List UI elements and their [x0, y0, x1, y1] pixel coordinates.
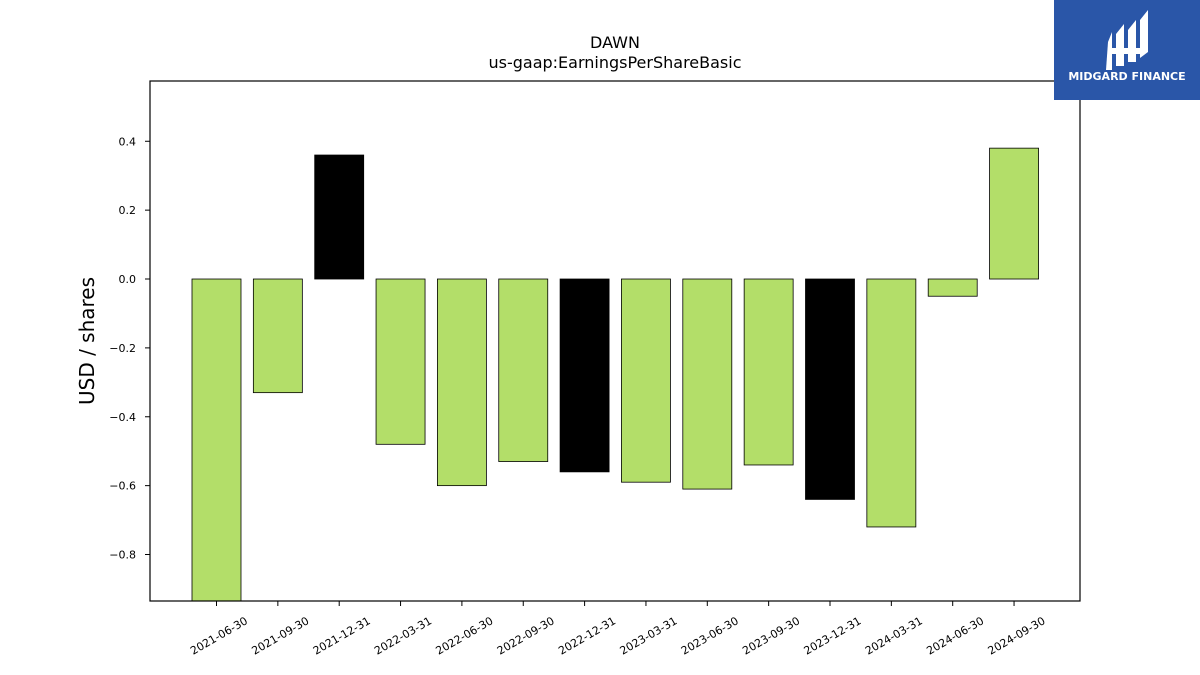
y-tick-label: 0.0 [119, 273, 137, 286]
y-tick-label: −0.4 [109, 411, 136, 424]
y-axis-label: USD / shares [75, 277, 99, 405]
bar-2021-12-31 [314, 154, 365, 280]
chart-title: DAWN [590, 33, 640, 52]
bars-group [191, 147, 1039, 602]
x-tick-label: 2022-03-31 [372, 614, 434, 657]
y-tick-label: 0.4 [119, 135, 137, 148]
y-tick-label: −0.2 [109, 342, 136, 355]
bar-2021-06-30 [191, 278, 242, 602]
bar-2023-06-30 [682, 278, 733, 490]
bar-2023-12-31 [805, 278, 855, 500]
bar-2024-06-30 [927, 278, 978, 297]
bar-2023-03-31 [621, 278, 671, 483]
x-tick-label: 2024-06-30 [924, 614, 986, 657]
y-tick-label: 0.2 [119, 204, 137, 217]
chart-subtitle: us-gaap:EarningsPerShareBasic [488, 53, 741, 72]
x-tick-label: 2024-03-31 [863, 614, 925, 657]
logo: MIDGARD FINANCE [1054, 0, 1200, 100]
x-ticks-group: 2021-06-30 2021-09-30 2021-12-31 2022-03-31… [188, 601, 1048, 658]
bar-2022-06-30 [436, 278, 487, 487]
bar-2021-09-30 [252, 278, 303, 394]
bar-2023-09-30 [743, 278, 794, 466]
x-tick-label: 2022-06-30 [434, 614, 496, 657]
x-tick-label: 2022-12-31 [556, 614, 618, 657]
bar-2024-03-31 [866, 278, 917, 528]
logo-mark-icon [1106, 10, 1148, 70]
y-tick-label: −0.8 [109, 549, 136, 562]
bar-2022-09-30 [498, 278, 549, 462]
x-tick-label: 2023-06-30 [679, 614, 741, 657]
x-tick-label: 2022-09-30 [495, 614, 557, 657]
y-ticks-group: −0.8 −0.6 −0.4 −0.2 0.0 0.2 0.4 [109, 135, 150, 562]
x-tick-label: 2023-09-30 [740, 614, 802, 657]
x-tick-label: 2021-12-31 [311, 614, 373, 657]
y-tick-label: −0.6 [109, 480, 136, 493]
bar-2022-03-31 [375, 278, 426, 445]
bar-2024-09-30 [989, 147, 1039, 280]
plot-frame [149, 80, 1081, 602]
logo-text: MIDGARD FINANCE [1068, 70, 1185, 83]
x-tick-label: 2023-03-31 [618, 614, 680, 657]
x-tick-label: 2021-06-30 [188, 614, 250, 657]
x-tick-label: 2024-09-30 [986, 614, 1048, 657]
x-tick-label: 2021-09-30 [249, 614, 311, 657]
x-tick-label: 2023-12-31 [802, 614, 864, 657]
bar-2022-12-31 [559, 278, 610, 473]
